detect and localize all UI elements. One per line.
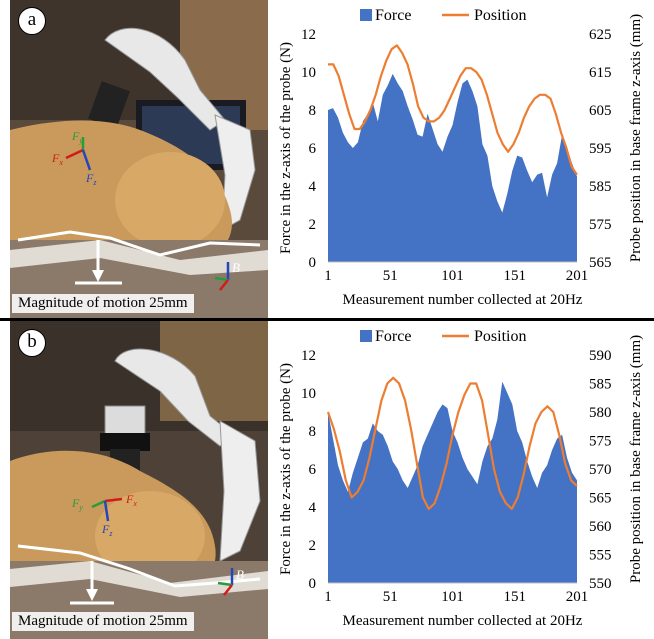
y-right-tick-b: 590 <box>589 348 612 364</box>
fy-label-b: F <box>71 496 80 510</box>
fx-sub-a: x <box>58 158 63 167</box>
fz-sub-b: z <box>108 529 113 538</box>
y-right-tick-a: 595 <box>589 141 612 157</box>
x-tick-a: 201 <box>566 268 589 284</box>
x-tick-b: 201 <box>566 589 589 605</box>
y-right-label-a: Probe position in base frame z-axis (mm) <box>628 14 644 262</box>
svg-text:Fz: Fz <box>101 522 113 538</box>
y-left-tick-a: 10 <box>301 65 316 81</box>
panel-label-a: a <box>18 7 46 35</box>
fz-label-a: F <box>85 171 94 185</box>
y-left-tick-b: 4 <box>309 500 317 516</box>
panel-label-b: b <box>18 329 46 357</box>
x-axis-label-b: Measurement number collected at 20Hz <box>343 613 583 629</box>
svg-text:Fz: Fz <box>85 171 97 187</box>
legend-force-swatch-a <box>360 9 372 21</box>
force-area-b <box>328 381 577 583</box>
y-left-tick-a: 8 <box>309 103 317 119</box>
legend-force-swatch-b <box>360 330 372 342</box>
y-right-tick-a: 605 <box>589 103 612 119</box>
x-tick-b: 151 <box>504 589 527 605</box>
robot-scene-b: Fy Fx Fz B <box>10 321 268 639</box>
svg-text:Fy: Fy <box>71 129 83 145</box>
y-left-label-b: Force in the z-axis of the probe (N) <box>278 363 294 575</box>
y-left-tick-b: 8 <box>309 424 317 440</box>
caption-b: Magnitude of motion 25mm <box>12 612 194 631</box>
fz-label-b: F <box>101 522 110 536</box>
y-left-tick-a: 6 <box>309 141 317 157</box>
chart-b: 1 51 101 151 201 0 2 4 6 8 10 12 550 555 560 565 570 575 5… <box>272 321 654 639</box>
robot-photo-a: Fy Fx Fz B <box>10 0 268 318</box>
y-left-tick-b: 10 <box>301 386 316 402</box>
svg-text:Fx: Fx <box>51 151 63 167</box>
y-right-tick-a: 575 <box>589 217 612 233</box>
x-tick-a: 151 <box>504 268 527 284</box>
y-left-tick-b: 6 <box>309 462 317 478</box>
y-right-tick-b: 550 <box>589 576 612 592</box>
y-right-tick-b: 575 <box>589 434 612 450</box>
y-right-tick-a: 565 <box>589 255 612 271</box>
y-right-tick-a: 585 <box>589 179 612 195</box>
y-right-tick-b: 565 <box>589 491 612 507</box>
base-frame-label-a: B <box>232 260 240 275</box>
fy-sub-b: y <box>78 503 83 512</box>
position-line-a <box>328 44 578 176</box>
legend-position-label-b: Position <box>474 328 526 345</box>
x-tick-a: 101 <box>441 268 464 284</box>
chart-svg-a: 1 51 101 151 2010246810125655755855956056156… <box>278 7 644 308</box>
fx-sub-b: x <box>132 499 137 508</box>
y-right-tick-b: 560 <box>589 519 612 535</box>
y-left-tick-a: 2 <box>309 217 317 233</box>
x-tick-a: 51 <box>383 268 398 284</box>
robot-scene-a: Fy Fx Fz B <box>10 0 268 318</box>
force-area-a <box>328 73 577 263</box>
caption-a: Magnitude of motion 25mm <box>12 294 194 313</box>
x-tick-a: 1 <box>324 268 332 284</box>
svg-text:Fx: Fx <box>125 492 137 508</box>
y-right-label-b: Probe position in base frame z-axis (mm) <box>628 335 644 583</box>
legend-force-label-a: Force <box>375 7 411 24</box>
legend-force-label-b: Force <box>375 328 411 345</box>
x-tick-b: 101 <box>441 589 464 605</box>
x-axis-label-a: Measurement number collected at 20Hz <box>343 292 583 308</box>
svg-text:Fy: Fy <box>71 496 83 512</box>
legend-position-label-a: Position <box>474 7 526 24</box>
y-left-tick-a: 12 <box>301 27 316 43</box>
base-frame-label-b: B <box>236 567 244 582</box>
chart-a: 1 51 101 151 201 0 2 4 6 8 10 12 565 575 585 595 605 615 6… <box>272 0 654 318</box>
y-right-tick-b: 570 <box>589 462 612 478</box>
x-tick-b: 51 <box>383 589 398 605</box>
y-right-tick-a: 625 <box>589 27 612 43</box>
y-left-tick-b: 0 <box>309 576 317 592</box>
y-right-tick-a: 615 <box>589 65 612 81</box>
y-left-tick-b: 2 <box>309 538 317 554</box>
chart-svg-b: 1 51 101 151 2010246810125505555605655705755… <box>278 328 644 629</box>
y-left-tick-a: 4 <box>309 179 317 195</box>
position-line-b <box>326 376 578 510</box>
y-left-tick-b: 12 <box>301 348 316 364</box>
y-left-label-a: Force in the z-axis of the probe (N) <box>278 42 294 254</box>
robot-photo-b: Fy Fx Fz B <box>10 321 268 639</box>
fy-sub-a: y <box>78 136 83 145</box>
fx-label-a: F <box>51 151 60 165</box>
y-right-tick-b: 555 <box>589 548 612 564</box>
x-tick-b: 1 <box>324 589 332 605</box>
panel-divider <box>0 318 654 321</box>
y-left-tick-a: 0 <box>309 255 317 271</box>
y-right-tick-b: 580 <box>589 405 612 421</box>
fz-sub-a: z <box>92 178 97 187</box>
fy-label-a: F <box>71 129 80 143</box>
fx-label-b: F <box>125 492 134 506</box>
y-right-tick-b: 585 <box>589 377 612 393</box>
